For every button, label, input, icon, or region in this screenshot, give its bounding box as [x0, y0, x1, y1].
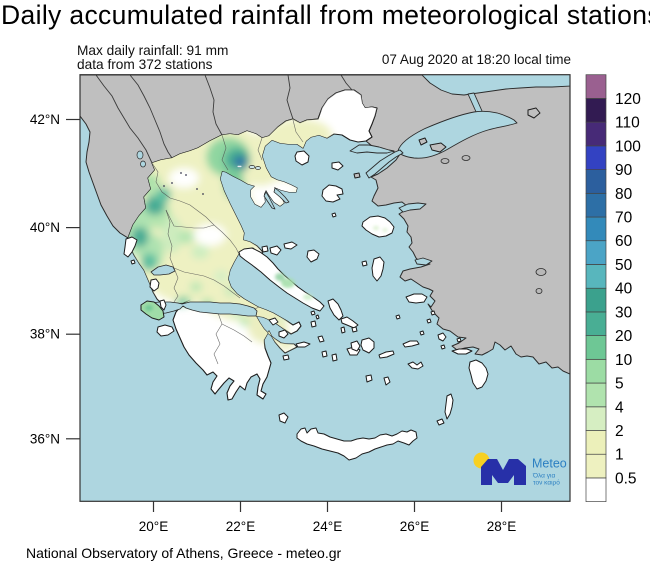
svg-text:2: 2 [615, 423, 624, 440]
svg-text:26°E: 26°E [400, 519, 429, 534]
svg-text:90: 90 [615, 162, 633, 179]
svg-text:40°N: 40°N [30, 220, 60, 235]
svg-text:Daily accumulated rainfall fro: Daily accumulated rainfall from meteorol… [1, 0, 650, 30]
svg-text:100: 100 [615, 138, 641, 155]
svg-text:5: 5 [615, 376, 624, 393]
svg-text:42°N: 42°N [30, 112, 60, 127]
svg-text:70: 70 [615, 210, 633, 227]
svg-text:38°N: 38°N [30, 327, 60, 342]
svg-text:60: 60 [615, 233, 633, 250]
svg-text:Max daily rainfall: 91 mm: Max daily rainfall: 91 mm [77, 43, 228, 58]
svg-text:110: 110 [615, 115, 640, 132]
svg-text:10: 10 [615, 352, 633, 369]
svg-text:Όλα για: Όλα για [532, 473, 555, 480]
svg-text:28°E: 28°E [487, 519, 516, 534]
svg-text:National Observatory of Athens: National Observatory of Athens, Greece -… [26, 545, 341, 561]
svg-text:120: 120 [615, 91, 641, 108]
svg-text:36°N: 36°N [30, 431, 60, 446]
svg-text:22°E: 22°E [226, 519, 255, 534]
svg-text:07 Aug 2020 at 18:20 local tim: 07 Aug 2020 at 18:20 local time [382, 52, 571, 67]
svg-text:data from 372 stations: data from 372 stations [77, 57, 213, 72]
svg-text:20°E: 20°E [139, 519, 168, 534]
svg-text:40: 40 [615, 281, 633, 298]
svg-text:Meteo: Meteo [532, 457, 567, 471]
svg-text:30: 30 [615, 304, 633, 321]
svg-text:24°E: 24°E [313, 519, 342, 534]
svg-text:1: 1 [615, 447, 624, 464]
svg-text:80: 80 [615, 186, 633, 203]
svg-text:50: 50 [615, 257, 633, 274]
svg-text:τον καιρό: τον καιρό [533, 479, 560, 487]
svg-text:4: 4 [615, 399, 624, 416]
svg-text:20: 20 [615, 328, 633, 345]
svg-text:0.5: 0.5 [615, 470, 637, 487]
